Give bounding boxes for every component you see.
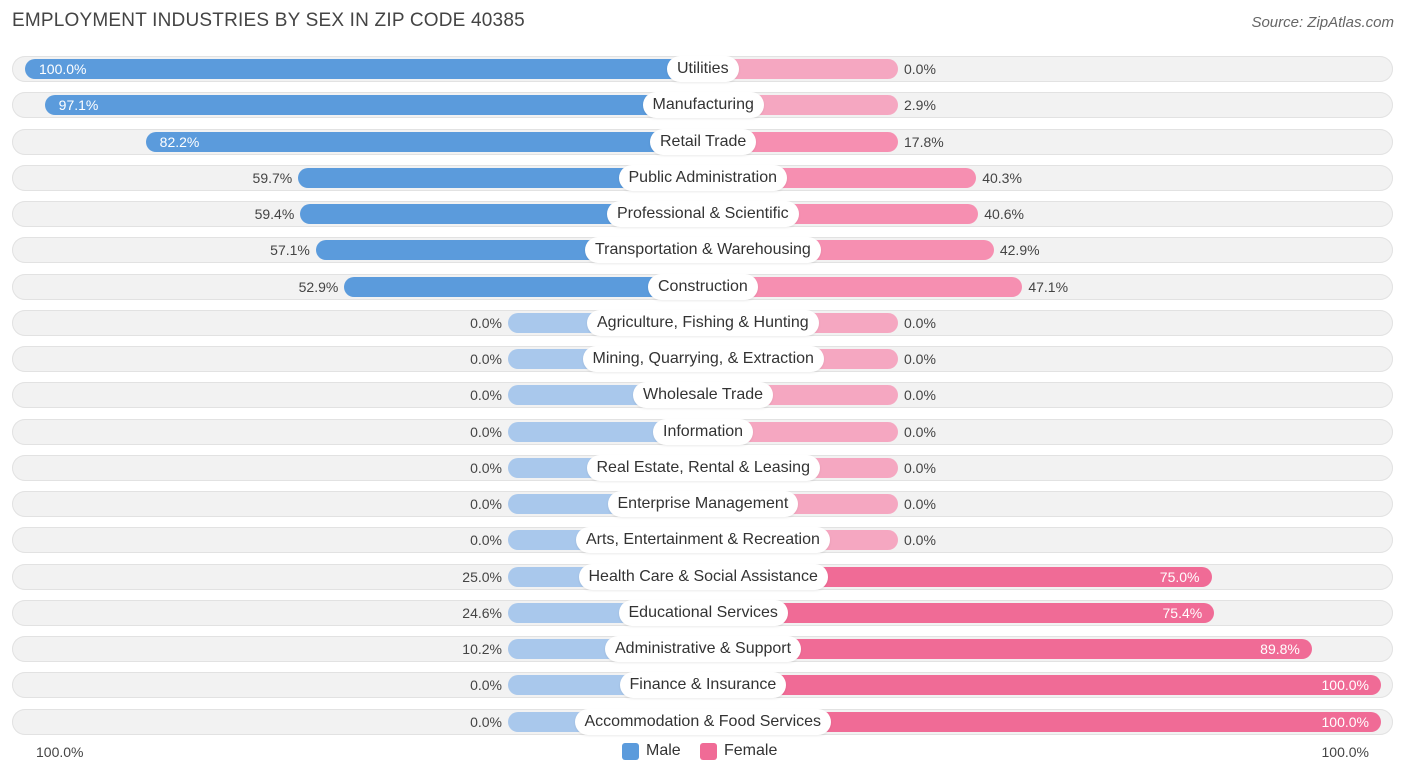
value-male-educational-services: 24.6% [462, 604, 502, 621]
category-label-transportation-warehousing: Transportation & Warehousing [585, 237, 821, 264]
category-label-utilities: Utilities [667, 56, 739, 82]
value-female-mining-quarrying-extraction: 0.0% [904, 351, 936, 367]
value-male-real-estate-rental-leasing: 0.0% [470, 459, 502, 476]
value-male-enterprise-management: 0.0% [470, 496, 502, 512]
value-female-health-care-social-assistance: 75.0% [1159, 568, 1200, 585]
category-label-professional-scientific: Professional & Scientific [607, 201, 799, 227]
category-label-accommodation-food-services: Accommodation & Food Services [574, 708, 832, 735]
bar-male-utilities [25, 59, 703, 79]
bar-female-educational-services [703, 602, 1215, 623]
bar-male-retail-trade [145, 131, 703, 152]
category-label-retail-trade: Retail Trade [650, 128, 757, 155]
value-female-utilities: 0.0% [904, 61, 936, 77]
value-male-wholesale-trade: 0.0% [470, 387, 502, 404]
legend-swatch-male [622, 742, 639, 760]
value-female-wholesale-trade: 0.0% [904, 387, 936, 404]
value-female-arts-entertainment-recreation: 0.0% [904, 532, 936, 549]
category-label-educational-services: Educational Services [618, 599, 788, 626]
category-label-mining-quarrying-extraction: Mining, Quarrying, & Extraction [582, 346, 824, 372]
category-label-public-administration: Public Administration [618, 164, 788, 191]
value-male-manufacturing: 97.1% [58, 97, 99, 114]
value-female-enterprise-management: 0.0% [904, 496, 936, 512]
legend-swatch-female [700, 742, 717, 760]
legend-item-male[interactable]: Male [622, 742, 681, 760]
value-female-real-estate-rental-leasing: 0.0% [904, 459, 936, 476]
legend-item-female[interactable]: Female [700, 742, 777, 760]
category-label-information: Information [653, 418, 754, 445]
value-male-administrative-support: 10.2% [462, 641, 502, 657]
value-male-transportation-warehousing: 57.1% [270, 242, 310, 259]
value-male-public-administration: 59.7% [252, 169, 293, 186]
value-male-accommodation-food-services: 0.0% [470, 713, 502, 730]
value-female-agriculture-fishing-hunting: 0.0% [904, 314, 936, 331]
value-male-health-care-social-assistance: 25.0% [462, 568, 502, 585]
value-female-information: 0.0% [904, 423, 936, 440]
value-female-finance-insurance: 100.0% [1321, 677, 1369, 694]
value-female-transportation-warehousing: 42.9% [999, 242, 1040, 259]
legend-label-female: Female [724, 742, 778, 759]
axis-label-left: 100.0% [36, 744, 84, 760]
value-female-public-administration: 40.3% [982, 169, 1022, 186]
bar-female-finance-insurance [703, 675, 1381, 696]
chart-title: EMPLOYMENT INDUSTRIES BY SEX IN ZIP CODE… [12, 10, 525, 31]
value-female-construction: 47.1% [1028, 278, 1069, 295]
value-female-educational-services: 75.4% [1162, 604, 1203, 621]
bar-male-public-administration [298, 167, 703, 188]
category-label-manufacturing: Manufacturing [642, 92, 764, 119]
value-male-utilities: 100.0% [39, 61, 87, 77]
value-female-administrative-support: 89.8% [1260, 641, 1300, 657]
category-label-construction: Construction [648, 273, 758, 300]
category-label-real-estate-rental-leasing: Real Estate, Rental & Leasing [586, 454, 820, 481]
source-note: Source: ZipAtlas.com [1251, 14, 1394, 31]
value-male-professional-scientific: 59.4% [254, 206, 295, 222]
legend-label-male: Male [646, 742, 681, 759]
bar-female-utilities [703, 59, 898, 79]
bar-female-administrative-support [703, 639, 1312, 659]
category-label-health-care-social-assistance: Health Care & Social Assistance [578, 563, 828, 590]
value-male-retail-trade: 82.2% [159, 133, 200, 150]
value-male-agriculture-fishing-hunting: 0.0% [470, 314, 502, 331]
value-male-finance-insurance: 0.0% [470, 677, 502, 694]
category-label-wholesale-trade: Wholesale Trade [633, 382, 774, 409]
category-label-enterprise-management: Enterprise Management [607, 491, 799, 517]
bar-male-professional-scientific [300, 204, 703, 224]
bar-male-manufacturing [44, 95, 703, 116]
axis-label-right: 100.0% [1321, 744, 1369, 760]
value-male-arts-entertainment-recreation: 0.0% [470, 532, 502, 549]
category-label-agriculture-fishing-hunting: Agriculture, Fishing & Hunting [587, 309, 819, 336]
category-label-administrative-support: Administrative & Support [605, 636, 802, 662]
bar-female-construction [703, 276, 1023, 297]
value-female-professional-scientific: 40.6% [984, 206, 1024, 222]
bar-female-accommodation-food-services [703, 711, 1381, 732]
value-male-mining-quarrying-extraction: 0.0% [470, 351, 502, 367]
value-male-information: 0.0% [470, 423, 502, 440]
bar-male-construction [344, 276, 703, 297]
category-label-arts-entertainment-recreation: Arts, Entertainment & Recreation [576, 527, 830, 554]
value-female-accommodation-food-services: 100.0% [1321, 713, 1369, 730]
value-female-manufacturing: 2.9% [904, 97, 936, 114]
value-male-construction: 52.9% [298, 278, 339, 295]
bar-female-health-care-social-assistance [703, 566, 1212, 587]
value-female-retail-trade: 17.8% [904, 133, 944, 150]
category-label-finance-insurance: Finance & Insurance [619, 672, 787, 699]
